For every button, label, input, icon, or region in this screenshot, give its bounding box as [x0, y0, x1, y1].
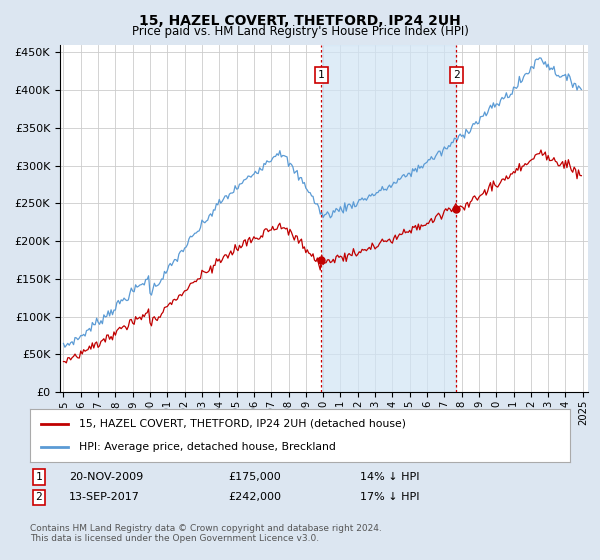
Text: 1: 1: [318, 70, 325, 80]
Text: 2: 2: [453, 70, 460, 80]
Text: 15, HAZEL COVERT, THETFORD, IP24 2UH: 15, HAZEL COVERT, THETFORD, IP24 2UH: [139, 14, 461, 28]
Text: 20-NOV-2009: 20-NOV-2009: [69, 472, 143, 482]
Text: Price paid vs. HM Land Registry's House Price Index (HPI): Price paid vs. HM Land Registry's House …: [131, 25, 469, 38]
Text: 17% ↓ HPI: 17% ↓ HPI: [360, 492, 419, 502]
Text: £175,000: £175,000: [228, 472, 281, 482]
Text: 15, HAZEL COVERT, THETFORD, IP24 2UH (detached house): 15, HAZEL COVERT, THETFORD, IP24 2UH (de…: [79, 419, 406, 429]
Text: £242,000: £242,000: [228, 492, 281, 502]
Text: Contains HM Land Registry data © Crown copyright and database right 2024.
This d: Contains HM Land Registry data © Crown c…: [30, 524, 382, 543]
Text: 1: 1: [35, 472, 43, 482]
Text: 13-SEP-2017: 13-SEP-2017: [69, 492, 140, 502]
Text: HPI: Average price, detached house, Breckland: HPI: Average price, detached house, Brec…: [79, 442, 335, 452]
Text: 2: 2: [35, 492, 43, 502]
Text: 14% ↓ HPI: 14% ↓ HPI: [360, 472, 419, 482]
